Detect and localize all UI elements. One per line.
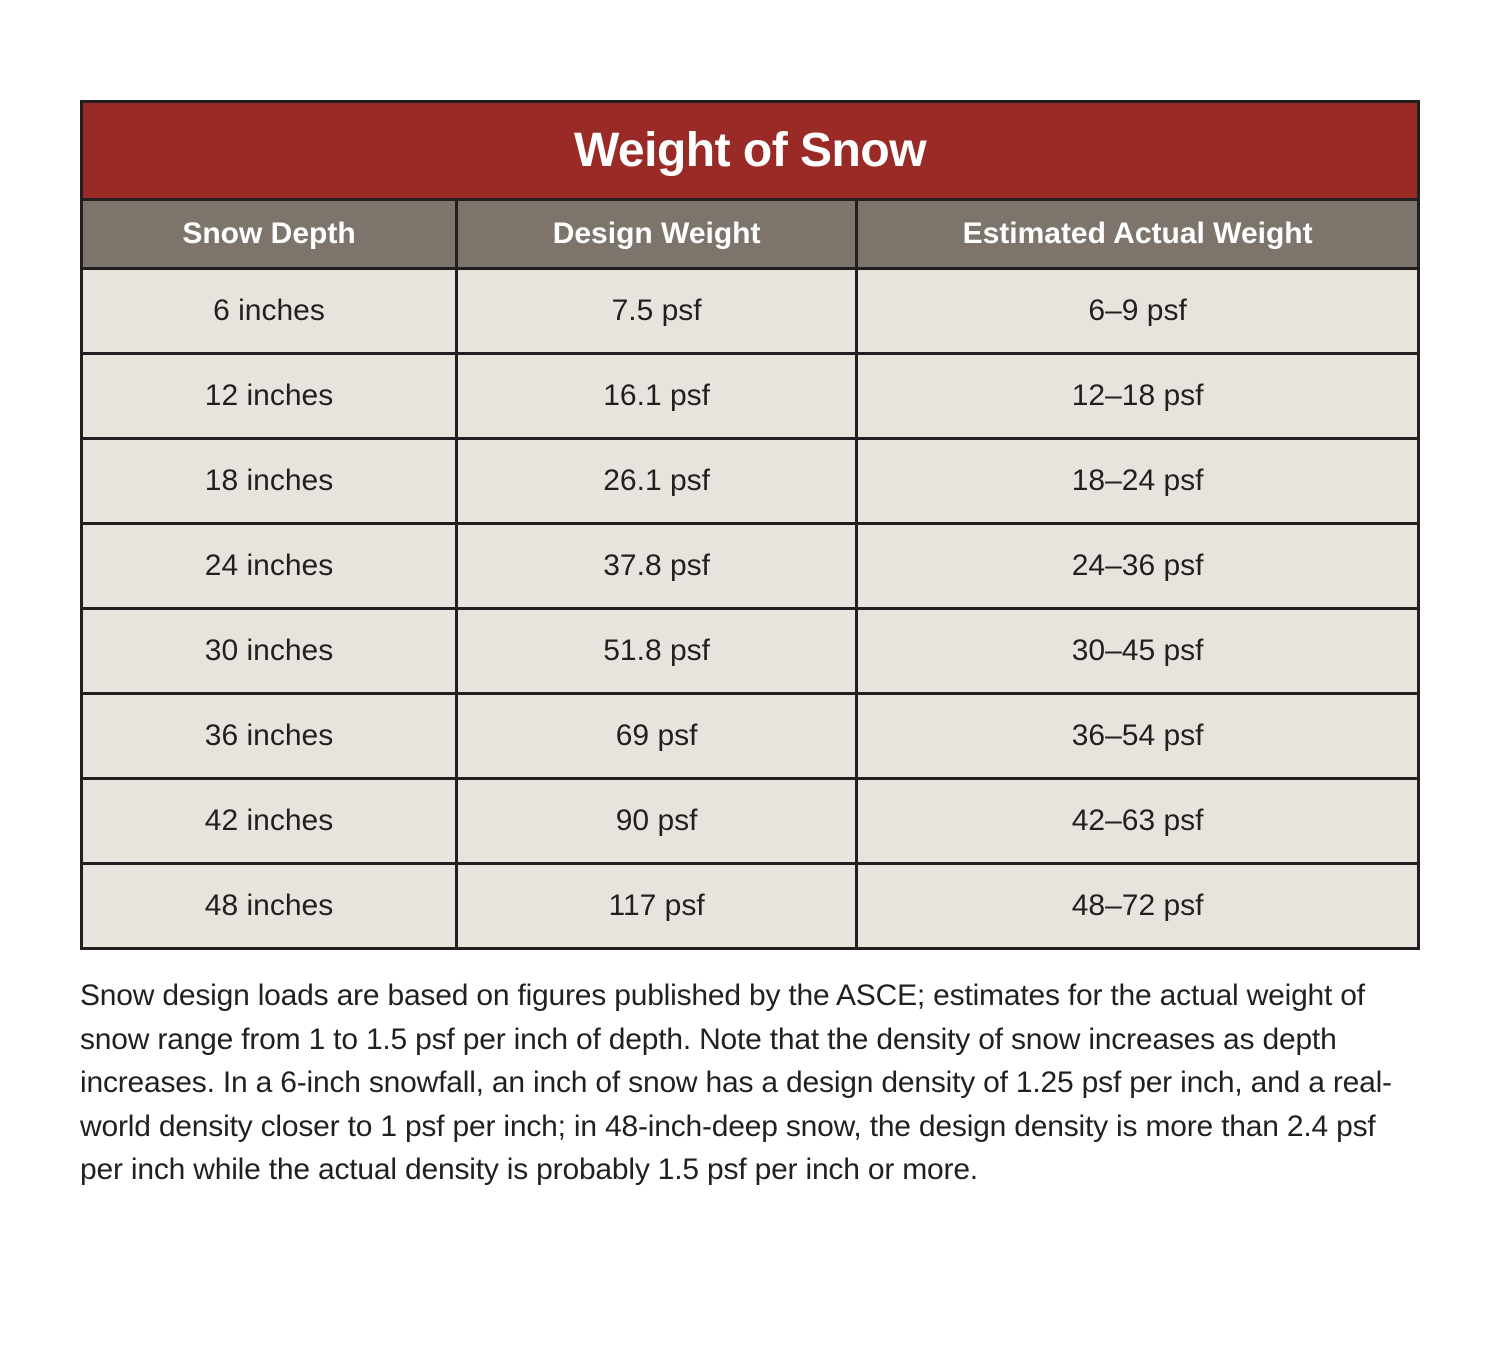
table-row: 24 inches37.8 psf24–36 psf: [83, 524, 1417, 609]
table-cell: 36 inches: [83, 694, 457, 779]
table-cell: 30–45 psf: [857, 609, 1417, 694]
snow-weight-table: Snow Depth Design Weight Estimated Actua…: [83, 201, 1417, 947]
table-row: 36 inches69 psf36–54 psf: [83, 694, 1417, 779]
table-row: 18 inches26.1 psf18–24 psf: [83, 439, 1417, 524]
table-cell: 24–36 psf: [857, 524, 1417, 609]
table-cell: 90 psf: [457, 779, 857, 864]
table-header: Snow Depth Design Weight Estimated Actua…: [83, 201, 1417, 269]
table-cell: 48–72 psf: [857, 864, 1417, 948]
col-header-design: Design Weight: [457, 201, 857, 269]
table-cell: 24 inches: [83, 524, 457, 609]
table-cell: 51.8 psf: [457, 609, 857, 694]
table-cell: 48 inches: [83, 864, 457, 948]
table-cell: 30 inches: [83, 609, 457, 694]
table-cell: 16.1 psf: [457, 354, 857, 439]
table-cell: 42–63 psf: [857, 779, 1417, 864]
table-cell: 26.1 psf: [457, 439, 857, 524]
table-row: 48 inches117 psf48–72 psf: [83, 864, 1417, 948]
table-row: 42 inches90 psf42–63 psf: [83, 779, 1417, 864]
table-cell: 18 inches: [83, 439, 457, 524]
table-cell: 6–9 psf: [857, 269, 1417, 354]
table-cell: 37.8 psf: [457, 524, 857, 609]
table-cell: 7.5 psf: [457, 269, 857, 354]
table-cell: 12–18 psf: [857, 354, 1417, 439]
col-header-depth: Snow Depth: [83, 201, 457, 269]
table-row: 12 inches16.1 psf12–18 psf: [83, 354, 1417, 439]
header-row: Snow Depth Design Weight Estimated Actua…: [83, 201, 1417, 269]
table-body: 6 inches7.5 psf6–9 psf12 inches16.1 psf1…: [83, 269, 1417, 948]
table-cell: 36–54 psf: [857, 694, 1417, 779]
table-cell: 12 inches: [83, 354, 457, 439]
table-cell: 69 psf: [457, 694, 857, 779]
snow-weight-table-container: Weight of Snow Snow Depth Design Weight …: [80, 100, 1420, 950]
table-title: Weight of Snow: [83, 103, 1417, 201]
table-row: 6 inches7.5 psf6–9 psf: [83, 269, 1417, 354]
table-cell: 117 psf: [457, 864, 857, 948]
table-cell: 6 inches: [83, 269, 457, 354]
col-header-actual: Estimated Actual Weight: [857, 201, 1417, 269]
table-cell: 42 inches: [83, 779, 457, 864]
table-row: 30 inches51.8 psf30–45 psf: [83, 609, 1417, 694]
table-caption: Snow design loads are based on figures p…: [80, 974, 1420, 1192]
table-cell: 18–24 psf: [857, 439, 1417, 524]
